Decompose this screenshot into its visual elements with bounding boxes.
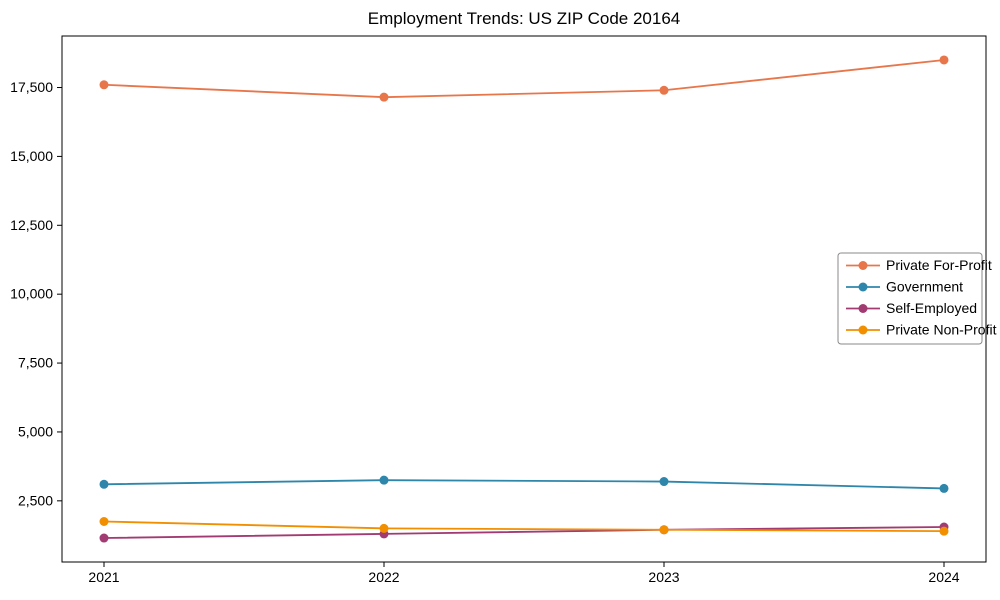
data-point-government [99,479,109,489]
data-point-private-non-profit [659,525,669,535]
data-point-government [939,483,949,493]
series-private-for-profit [99,55,949,102]
series-line-self-employed [103,526,945,539]
y-tick-label: 12,500 [10,217,53,233]
x-tick-label: 2021 [88,569,119,585]
data-point-private-non-profit [939,526,949,536]
y-tick-label: 7,500 [18,355,53,371]
data-point-private-for-profit [379,92,389,102]
legend-dot-marker [858,282,868,292]
plot-frame [61,35,987,563]
series-self-employed [99,522,949,543]
data-point-private-for-profit [99,80,109,90]
legend-item-government: Government [846,279,963,295]
x-tick-label: 2023 [648,569,679,585]
y-tick-label: 15,000 [10,148,53,164]
legend-item-self-employed: Self-Employed [846,300,977,316]
y-tick-label: 5,000 [18,423,53,439]
y-tick-label: 17,500 [10,79,53,95]
series-line-private-non-profit [103,520,945,533]
data-point-private-non-profit [99,516,109,526]
chart-title: Employment Trends: US ZIP Code 20164 [367,9,681,28]
data-point-government [659,477,669,487]
series-private-non-profit [99,516,949,536]
legend-label: Government [886,279,963,295]
legend-item-private-for-profit: Private For-Profit [846,257,992,273]
legend-label: Self-Employed [886,300,977,316]
legend-dot-marker [858,261,868,270]
y-tick-label: 2,500 [18,492,53,508]
data-point-private-for-profit [659,85,669,95]
legend-label: Private For-Profit [886,257,992,273]
x-tick-label: 2022 [368,569,399,585]
series-line-private-for-profit [103,59,945,99]
legend: Private For-Profit Government Self-Employe… [837,252,997,345]
legend-dot-marker [858,325,868,335]
data-point-government [379,475,389,485]
data-point-private-non-profit [379,523,389,533]
legend-frame [837,252,983,345]
legend-item-private-non-profit: Private Non-Profit [846,322,997,338]
data-point-self-employed [99,533,109,543]
legend-label: Private Non-Profit [886,322,997,338]
y-tick-label: 10,000 [10,286,53,302]
data-point-private-for-profit [939,55,949,65]
legend-dot-marker [858,304,868,313]
series-line-government [103,479,945,490]
series-government [99,475,949,493]
x-tick-label: 2024 [928,569,959,585]
